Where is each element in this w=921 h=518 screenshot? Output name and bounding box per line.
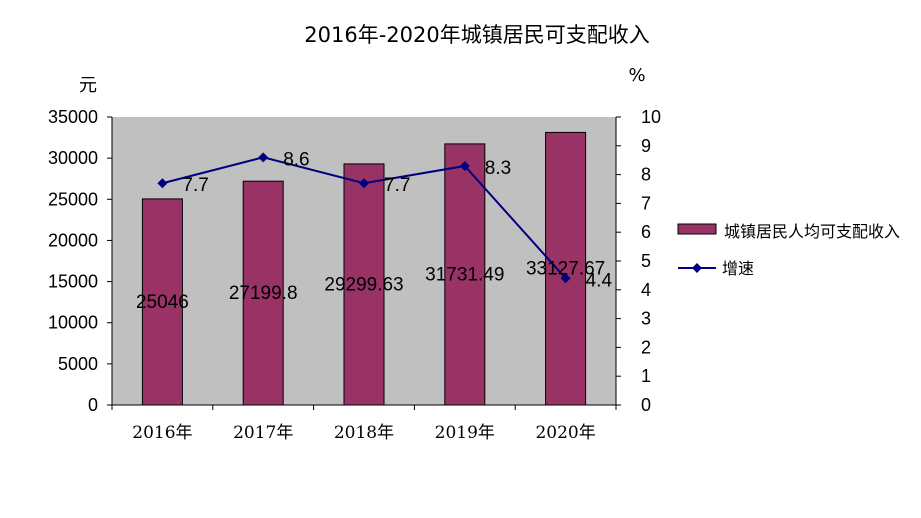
bar-value-label: 29299.63 (324, 274, 403, 295)
left-axis-unit: 元 (79, 75, 97, 96)
growth-value-label: 8.3 (485, 158, 511, 179)
right-tick-label: 8 (641, 165, 651, 185)
growth-value-label: 7.7 (182, 175, 208, 196)
growth-marker (157, 178, 168, 189)
growth-marker (560, 273, 571, 284)
data-labels: 25046 27199.8 29299.63 31731.49 33127.67 7.7 8… (136, 149, 612, 313)
legend: 城镇居民人均可支配收入 增速 (677, 222, 900, 278)
bar-value-label: 27199.8 (229, 283, 298, 304)
bar (343, 163, 385, 406)
right-tick-label: 4 (641, 280, 651, 300)
right-axis-unit: % (628, 65, 645, 86)
right-tick-label: 0 (641, 395, 651, 415)
growth-value-label: 7.7 (384, 175, 410, 196)
left-tick-label: 5000 (58, 354, 98, 374)
right-tick-label: 2 (641, 337, 651, 357)
right-tick-label: 1 (641, 366, 651, 386)
right-tick-label: 5 (641, 251, 651, 271)
right-tick-label: 6 (641, 222, 651, 242)
right-tick-label: 10 (641, 107, 661, 127)
right-tick-label: 7 (641, 193, 651, 213)
right-tick-label: 9 (641, 136, 651, 156)
bar-value-label: 25046 (136, 292, 189, 313)
x-tick-label: 2020年 (535, 423, 595, 443)
bar (141, 198, 183, 406)
left-tick-label: 10000 (48, 313, 98, 333)
legend-swatch-marker (692, 263, 702, 273)
x-tick-label: 2016年 (132, 423, 192, 443)
growth-marker (459, 160, 470, 171)
legend-label-bar: 城镇居民人均可支配收入 (724, 222, 900, 241)
growth-value-label: 4.4 (586, 270, 613, 291)
growth-value-label: 8.6 (283, 149, 309, 170)
left-tick-label: 15000 (48, 272, 98, 292)
x-tick-label: 2017年 (233, 423, 293, 443)
bar-value-label: 31731.49 (425, 264, 504, 285)
growth-marker (359, 178, 369, 189)
bar-value-label: 33127.67 (526, 259, 605, 280)
bar (242, 180, 284, 406)
left-tick-label: 30000 (48, 148, 98, 168)
axes: 0 5000 10000 15000 20000 25000 30000 35000 0 1 2 3 4… (48, 107, 661, 443)
legend-label-line: 增速 (722, 259, 754, 278)
x-tick-label: 2019年 (435, 423, 495, 443)
bars (141, 131, 587, 406)
left-tick-label: 0 (88, 395, 98, 415)
growth-marker (258, 152, 269, 163)
left-tick-label: 20000 (48, 230, 98, 250)
growth-line (157, 152, 571, 284)
legend-swatch-bar (677, 223, 717, 235)
right-tick-label: 3 (641, 309, 651, 329)
left-tick-label: 25000 (48, 189, 98, 209)
x-tick-label: 2018年 (334, 423, 394, 443)
chart-title: 2016年-2020年城镇居民可支配收入 (304, 23, 649, 47)
left-tick-label: 35000 (48, 107, 98, 127)
